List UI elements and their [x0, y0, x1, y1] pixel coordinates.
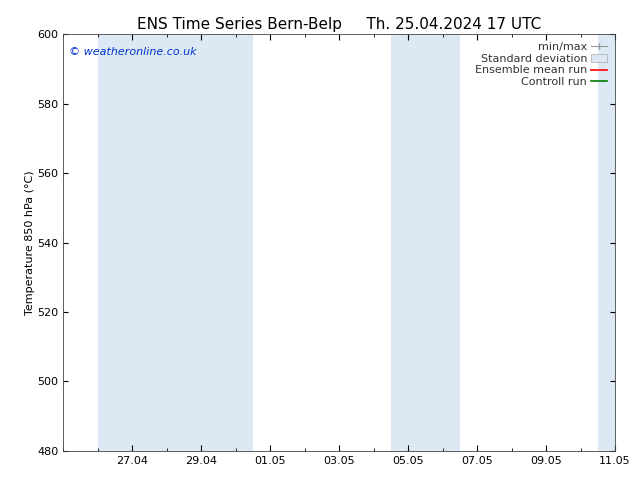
Bar — [598, 34, 632, 451]
Legend: min/max, Standard deviation, Ensemble mean run, Controll run: min/max, Standard deviation, Ensemble me… — [473, 40, 609, 89]
Text: © weatheronline.co.uk: © weatheronline.co.uk — [69, 47, 197, 57]
Y-axis label: Temperature 850 hPa (°C): Temperature 850 hPa (°C) — [25, 170, 34, 315]
Bar — [167, 34, 253, 451]
Title: ENS Time Series Bern-Belp     Th. 25.04.2024 17 UTC: ENS Time Series Bern-Belp Th. 25.04.2024… — [137, 17, 541, 32]
Bar — [98, 34, 167, 451]
Bar — [391, 34, 460, 451]
